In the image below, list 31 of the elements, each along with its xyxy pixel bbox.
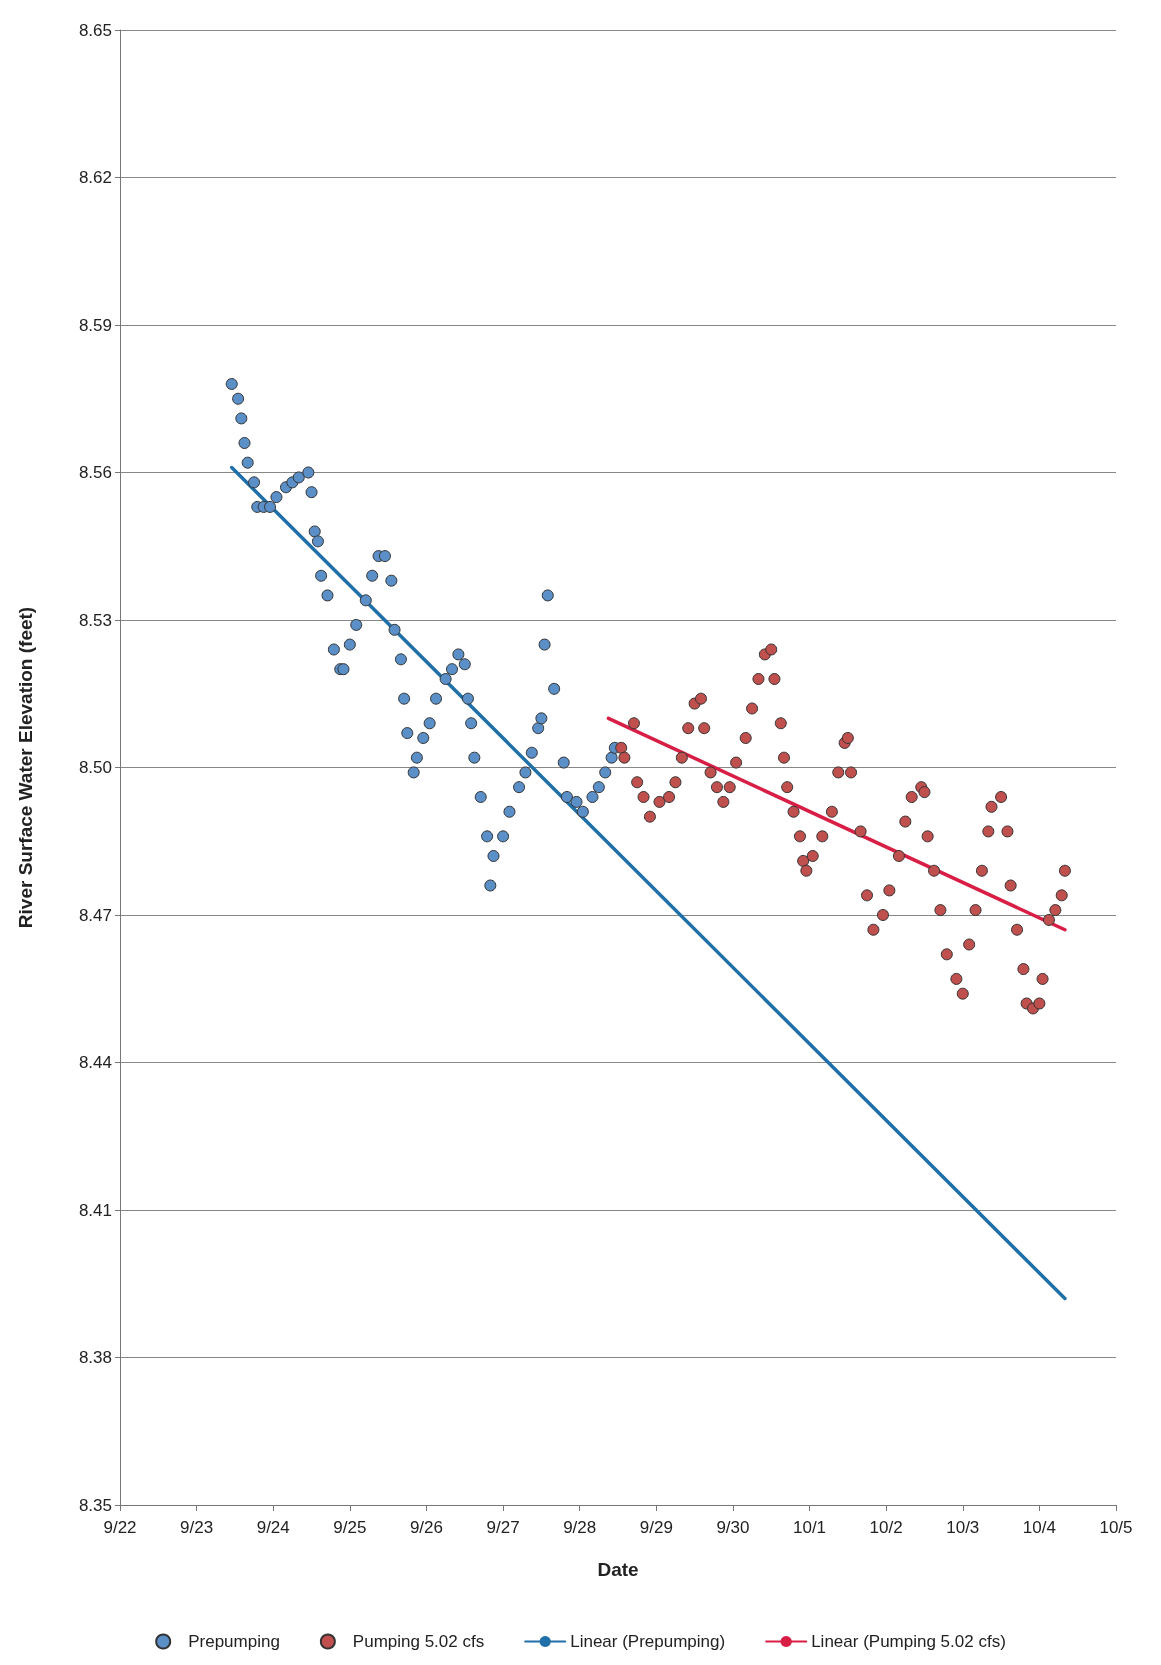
x-tick-label: 9/25 [333,1518,367,1537]
x-tick-label: 9/29 [639,1518,673,1537]
x-tick-label: 10/3 [946,1518,980,1537]
legend-label: Prepumping [188,1632,280,1651]
y-tick-label: 8.56 [78,463,112,482]
x-tick-label: 9/22 [103,1518,137,1537]
y-tick-label: 8.44 [78,1053,112,1072]
x-tick-label: 10/2 [869,1518,903,1537]
y-tick-label: 8.47 [78,905,112,925]
y-tick-label: 8.62 [78,168,112,187]
y-tick-label: 8.38 [78,1348,112,1367]
y-tick-label: 8.65 [78,20,112,40]
x-tick-label: 9/24 [256,1518,290,1537]
x-tick-label: 9/28 [563,1518,597,1537]
legend-label: Linear (Prepumping) [570,1632,726,1651]
x-tick-label: 10/4 [1022,1518,1056,1537]
x-tick-label: 9/23 [180,1518,214,1537]
y-axis-title: River Surface Water Elevation (feet) [15,606,36,929]
y-tick-label: 8.35 [78,1495,112,1515]
y-tick-label: 8.59 [78,315,112,335]
legend-label: Linear (Pumping 5.02 cfs) [811,1632,1006,1651]
x-tick-label: 9/27 [486,1518,520,1537]
y-tick-label: 8.41 [78,1200,112,1220]
x-tick-label: 9/26 [409,1518,444,1537]
y-tick-label: 8.50 [78,758,112,777]
legend-label: Pumping 5.02 cfs [352,1632,485,1651]
x-tick-label: 10/5 [1099,1518,1133,1537]
x-axis-title: Date [597,1559,639,1580]
y-tick-label: 8.53 [78,610,112,630]
x-tick-label: 10/1 [792,1518,827,1537]
x-tick-label: 9/30 [716,1518,750,1537]
